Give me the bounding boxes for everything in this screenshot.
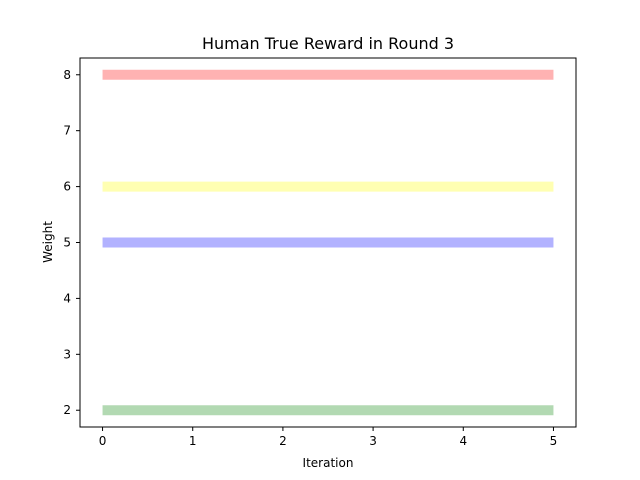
- y-axis-ticks: 2 3 4 5 6 7 8: [63, 68, 80, 417]
- x-axis-ticks: 0 1 2 3 4 5: [99, 427, 558, 448]
- x-tick-label: 2: [279, 434, 287, 448]
- series-layer: [102, 69, 554, 416]
- y-tick-label: 3: [63, 347, 71, 361]
- y-tick-label: 8: [63, 68, 71, 82]
- y-tick-label: 4: [63, 291, 71, 305]
- y-axis-label: Weight: [41, 221, 55, 263]
- x-tick-label: 5: [550, 434, 558, 448]
- x-tick-label: 1: [189, 434, 197, 448]
- x-tick-label: 3: [369, 434, 377, 448]
- y-tick-label: 2: [63, 403, 71, 417]
- y-tick-label: 6: [63, 180, 71, 194]
- x-tick-label: 4: [459, 434, 467, 448]
- x-axis-label: Iteration: [303, 456, 354, 470]
- y-tick-label: 5: [63, 236, 71, 250]
- chart-title: Human True Reward in Round 3: [202, 34, 454, 53]
- x-tick-label: 0: [99, 434, 107, 448]
- y-tick-label: 7: [63, 124, 71, 138]
